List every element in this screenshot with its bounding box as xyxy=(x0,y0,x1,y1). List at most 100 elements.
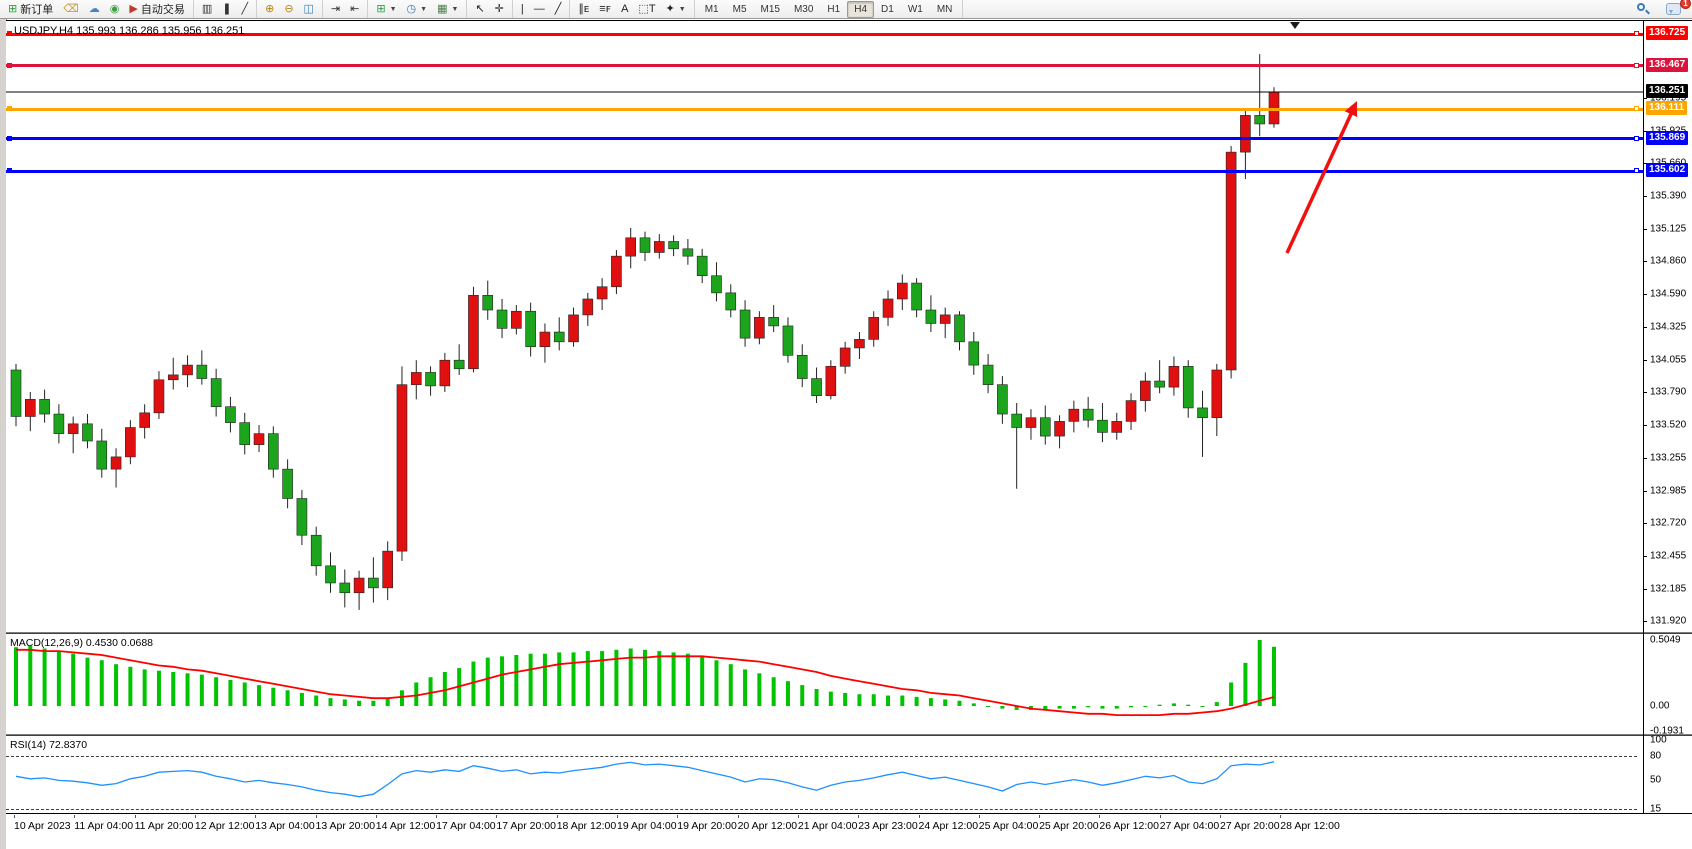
time-tick-label: 23 Apr 23:00 xyxy=(858,820,918,832)
time-tick-mark xyxy=(194,815,196,818)
object-tools-group: ∥ᴇ ≡ꜰ A ⬚T ✦ ▼ xyxy=(570,0,695,18)
bar-chart-button[interactable]: ▥ xyxy=(197,1,217,18)
line-handle[interactable] xyxy=(1634,135,1639,141)
rsi-panel[interactable]: RSI(14) 72.8370 xyxy=(6,736,1692,814)
line-handle[interactable] xyxy=(1634,168,1639,174)
line-handle[interactable] xyxy=(7,62,12,68)
line-handle[interactable] xyxy=(7,106,12,112)
text-label-button[interactable]: ⬚T xyxy=(633,1,660,18)
chart-shift-marker[interactable] xyxy=(1290,22,1300,29)
candlestick-layer[interactable] xyxy=(6,21,1643,633)
price-tick-label: 135.660 xyxy=(1650,158,1686,169)
axis-tick-mark xyxy=(1643,621,1647,623)
panel-separator[interactable] xyxy=(6,734,1692,736)
timeframe-h1[interactable]: H1 xyxy=(827,3,841,15)
fibonacci-icon: ≡ꜰ xyxy=(599,2,612,15)
candlestick-chart-button[interactable]: ❚ xyxy=(217,1,236,18)
channel-icon: ∥ᴇ xyxy=(578,2,590,15)
support-line-1[interactable] xyxy=(6,137,1643,141)
vertical-line-button[interactable]: | xyxy=(516,1,529,18)
axis-tick-mark xyxy=(1643,326,1647,328)
templates-button[interactable]: ▦ ▼ xyxy=(432,1,463,18)
equidistant-channel-button[interactable]: ∥ᴇ xyxy=(573,1,594,18)
periods-button[interactable]: ◷ ▼ xyxy=(402,1,433,18)
rsi-layer xyxy=(15,761,1275,798)
timeframe-m15[interactable]: M15 xyxy=(760,3,780,15)
auto-trading-button-label: 自动交易 xyxy=(140,4,185,16)
price-axis-border xyxy=(1643,20,1644,814)
new-chart-icon: ⊞ xyxy=(376,2,386,15)
shapes-icon: ✦ xyxy=(665,2,675,15)
time-tick-mark xyxy=(375,815,377,818)
line-handle[interactable] xyxy=(7,168,12,174)
community-button[interactable]: ☁ xyxy=(84,1,105,18)
cursor-arrow-icon: ↖ xyxy=(475,2,485,15)
cursor-button[interactable]: ↖ xyxy=(470,1,489,18)
new-chart-button[interactable]: ⊞ ▼ xyxy=(371,1,401,18)
time-tick-mark xyxy=(1159,815,1161,818)
signals-button[interactable]: ◉ xyxy=(105,1,125,18)
support-line-2[interactable] xyxy=(6,169,1643,173)
cursor-group: ↖ ✛ xyxy=(467,0,513,18)
chart-shift-button[interactable]: ⇤ xyxy=(345,1,364,18)
timeframe-w1[interactable]: W1 xyxy=(907,3,923,15)
time-tick-mark xyxy=(496,815,498,818)
macd-scale-label: -0.1931 xyxy=(1650,725,1684,737)
axis-tick-mark xyxy=(1643,196,1647,198)
orange-line[interactable] xyxy=(6,107,1643,111)
text-button[interactable]: A xyxy=(616,1,633,18)
axis-tick-mark xyxy=(1643,523,1647,525)
new-order-button[interactable]: ⊞ 新订单 xyxy=(3,1,58,18)
rsi-scale-label: 50 xyxy=(1650,774,1662,786)
line-handle[interactable] xyxy=(1634,106,1639,112)
auto-scroll-button[interactable]: ⇥ xyxy=(326,1,345,18)
resistance-line-2[interactable] xyxy=(6,64,1643,68)
price-tick-label: 133.790 xyxy=(1650,386,1687,398)
auto-trading-button[interactable]: ▶ 自动交易 xyxy=(124,1,189,18)
zoom-in-button[interactable]: ⊕ xyxy=(260,1,279,18)
timeframe-d1[interactable]: D1 xyxy=(881,3,894,15)
timeframe-h4[interactable]: H4 xyxy=(847,0,875,18)
time-tick-label: 25 Apr 04:00 xyxy=(978,820,1039,832)
line-chart-button[interactable]: ╱ xyxy=(236,1,253,18)
trendline-button[interactable]: ╱ xyxy=(550,1,567,18)
chart-window: USDJPY,H4 135.993 136.286 135.956 136.25… xyxy=(6,20,1692,849)
line-handle[interactable] xyxy=(7,135,12,141)
resistance-line-1[interactable] xyxy=(6,32,1643,36)
signal-icon: ◉ xyxy=(109,2,120,15)
time-axis[interactable]: 10 Apr 2023 11 Apr 04:00 11 Apr 20:00 12 Ap… xyxy=(6,815,1692,837)
notifications-button[interactable]: 1 xyxy=(1661,0,1691,18)
macd-panel[interactable]: MACD(12,26,9) 0.4530 0.0688 xyxy=(6,634,1692,734)
fibonacci-button[interactable]: ≡ꜰ xyxy=(594,1,616,18)
line-handle[interactable] xyxy=(7,31,12,36)
toolbar: ⊞ 新订单 ⌫ ☁ ◉ ▶ 自动交易 ▥ ❚ ╱ ⊕ ⊖ ◫ ⇥ ⇤ ⊞ ▼ ◷ ▼ ▦ ▼ ↖ ✛ | — ╱ ∥ᴇ ≡ꜰ A ⬚T ✦ ▼… xyxy=(0,0,1692,19)
line-handle[interactable] xyxy=(1634,31,1639,36)
line-handle[interactable] xyxy=(1634,62,1639,68)
zoom-out-button[interactable]: ⊖ xyxy=(279,1,298,18)
horizontal-line-button[interactable]: — xyxy=(529,1,550,18)
time-tick-label: 20 Apr 12:00 xyxy=(737,820,798,832)
chart-title: USDJPY,H4 135.993 136.286 135.956 136.25… xyxy=(14,25,245,37)
crosshair-button[interactable]: ✛ xyxy=(490,1,509,18)
zoom-group: ⊕ ⊖ ◫ xyxy=(257,0,323,18)
rsi-level-80 xyxy=(6,755,1637,757)
price-axis[interactable]: 136.195135.925135.660135.390135.125134.8… xyxy=(1643,20,1692,814)
time-tick-mark xyxy=(978,815,980,818)
chart-type-group: ▥ ❚ ╱ xyxy=(194,0,258,18)
support-line-2-price-label: 135.602 xyxy=(1646,163,1689,178)
search-button[interactable] xyxy=(1631,1,1655,18)
price-tick-label: 134.055 xyxy=(1650,354,1687,366)
time-tick-mark xyxy=(918,815,920,818)
main-chart-panel[interactable]: USDJPY,H4 135.993 136.286 135.956 136.25… xyxy=(6,20,1692,632)
timeframe-m5[interactable]: M5 xyxy=(732,3,747,15)
eraser-button[interactable]: ⌫ xyxy=(58,1,84,18)
timeframe-mn[interactable]: MN xyxy=(936,3,953,15)
timeframe-m30[interactable]: M30 xyxy=(793,3,814,15)
time-tick-mark xyxy=(1220,815,1221,818)
tile-windows-button[interactable]: ◫ xyxy=(299,1,319,18)
vertical-line-icon: | xyxy=(520,2,524,15)
timeframe-m1[interactable]: M1 xyxy=(704,3,719,15)
panel-separator[interactable] xyxy=(6,632,1692,634)
shapes-button[interactable]: ✦ ▼ xyxy=(661,1,691,18)
rsi-level-15 xyxy=(6,808,1637,810)
